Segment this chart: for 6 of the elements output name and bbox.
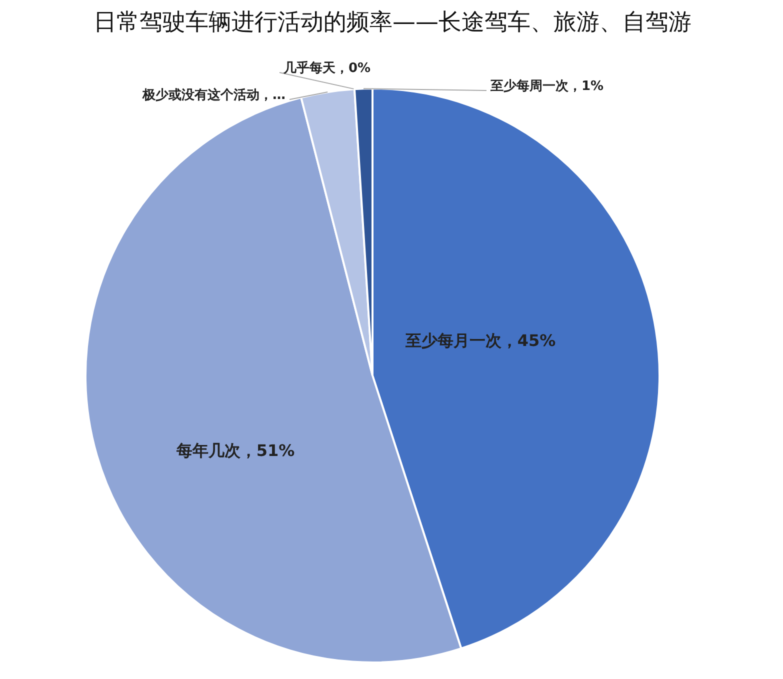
- category-label: 几乎每天，0%: [284, 61, 371, 76]
- chart-title: 日常驾驶车辆进行活动的频率——长途驾车、旅游、自驾游: [94, 10, 692, 36]
- slice-label: 至少每周一次，1%: [490, 79, 604, 94]
- slice-label: 至少每月一次，45%: [404, 331, 556, 350]
- slice-label: 每年几次，51%: [175, 441, 295, 460]
- slice-label: 极少或没有这个活动，…: [142, 87, 286, 103]
